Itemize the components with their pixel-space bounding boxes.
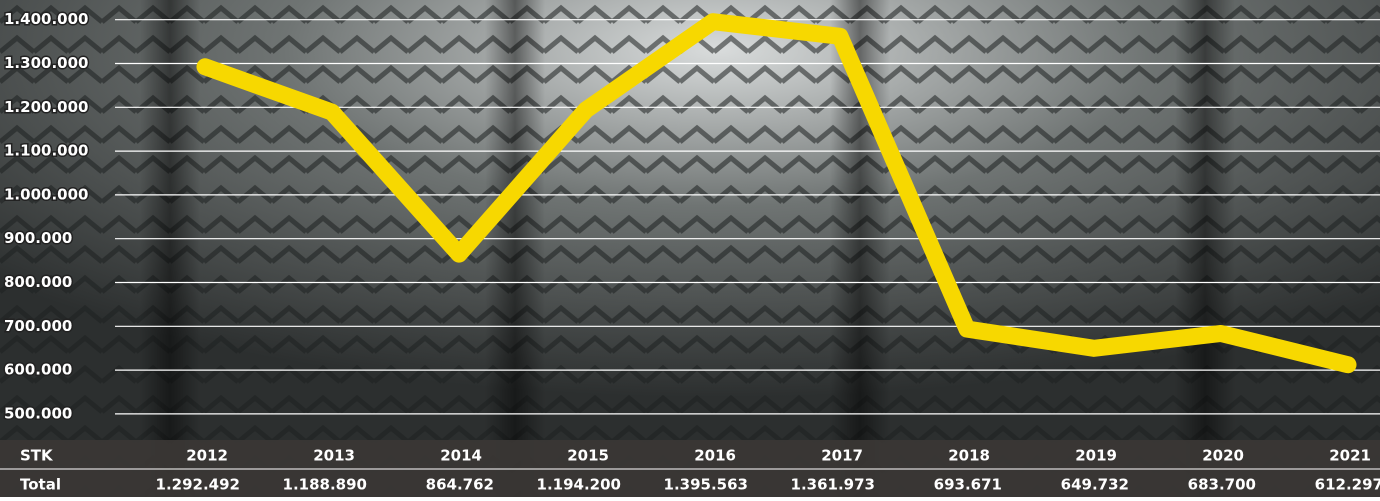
x-tick-label: 2013 (313, 447, 355, 465)
x-tick-label: 2012 (186, 447, 228, 465)
y-tick-label: 500.000 (4, 404, 72, 422)
value-label: 612.297 (1315, 476, 1380, 494)
x-tick-label: 2019 (1075, 447, 1117, 465)
x-tick-label: 2018 (948, 447, 990, 465)
value-label: 693.671 (934, 476, 1002, 494)
y-tick-label: 1.100.000 (4, 142, 88, 160)
x-tick-label: 2014 (440, 447, 482, 465)
value-label: 1.361.973 (791, 476, 875, 494)
value-label: 1.292.492 (156, 476, 240, 494)
value-label: 683.700 (1188, 476, 1256, 494)
page: STK Total 500.000 600.000 700.000 800.000 90… (0, 0, 1380, 497)
value-label: 649.732 (1061, 476, 1129, 494)
y-tick-label: 1.200.000 (4, 98, 88, 116)
row-label: Total (20, 476, 61, 494)
y-tick-label: 1.400.000 (4, 10, 88, 28)
value-label: 1.395.563 (664, 476, 748, 494)
value-label: 864.762 (426, 476, 494, 494)
table-header: STK (20, 447, 54, 465)
x-tick-label: 2015 (567, 447, 609, 465)
x-tick-label: 2016 (694, 447, 736, 465)
y-tick-label: 1.300.000 (4, 54, 88, 72)
y-tick-label: 800.000 (4, 273, 72, 291)
x-tick-label: 2017 (821, 447, 863, 465)
value-label: 1.194.200 (537, 476, 621, 494)
y-tick-label: 900.000 (4, 229, 72, 247)
y-tick-label: 1.000.000 (4, 185, 88, 203)
x-tick-label: 2020 (1202, 447, 1244, 465)
chart: STK Total 500.000 600.000 700.000 800.000 90… (0, 0, 1380, 497)
value-label: 1.188.890 (283, 476, 367, 494)
y-tick-label: 600.000 (4, 361, 72, 379)
y-tick-label: 700.000 (4, 317, 72, 335)
x-tick-label: 2021 (1329, 447, 1371, 465)
